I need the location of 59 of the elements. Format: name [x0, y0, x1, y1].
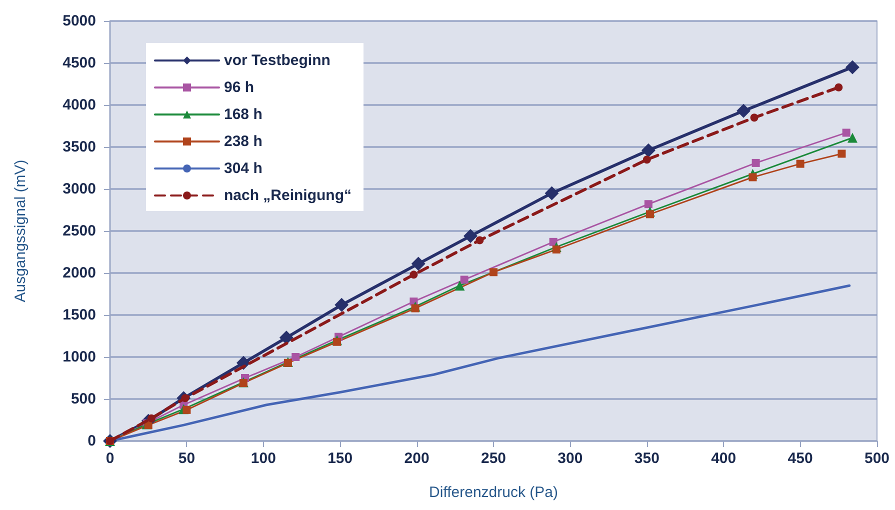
y-axis-title: Ausgangssignal (mV)	[12, 160, 29, 302]
point	[644, 200, 652, 208]
point	[463, 229, 478, 244]
point	[736, 104, 751, 118]
point	[476, 236, 484, 244]
x-tick-label: 500	[864, 450, 890, 467]
point	[333, 338, 342, 346]
point	[748, 173, 757, 182]
x-axis-title: Differenzdruck (Pa)	[429, 484, 558, 501]
y-tick-label: 0	[88, 432, 96, 450]
point	[552, 245, 560, 254]
y-tick-label: 4500	[62, 54, 96, 72]
point	[411, 256, 426, 271]
y-tick-label: 4000	[62, 96, 96, 114]
x-tick-label: 0	[106, 450, 114, 467]
point	[490, 268, 498, 276]
y-tick-label: 3500	[62, 138, 96, 156]
point	[182, 406, 191, 414]
point	[292, 353, 300, 361]
point	[796, 160, 804, 168]
point	[750, 114, 758, 122]
legend-label: 238 h	[224, 133, 262, 150]
point	[641, 143, 656, 158]
x-tick-label: 50	[178, 450, 196, 467]
point	[454, 280, 465, 291]
x-tick-label: 350	[634, 450, 660, 467]
legend-label: 96 h	[224, 79, 254, 96]
point	[838, 150, 846, 158]
y-tick-label: 5000	[62, 12, 96, 30]
point	[410, 270, 418, 279]
x-tick-label: 250	[480, 450, 506, 467]
point	[847, 132, 858, 143]
point	[544, 186, 559, 200]
point	[845, 60, 860, 74]
legend-label: vor Testbeginn	[224, 52, 330, 69]
point	[752, 158, 760, 167]
legend-label: nach „Reinigung“	[224, 187, 352, 204]
x-tick-label: 450	[788, 450, 813, 467]
point	[411, 304, 420, 312]
x-tick-label: 100	[250, 450, 276, 467]
legend-label: 168 h	[224, 106, 262, 123]
y-tick-label: 1000	[62, 348, 96, 366]
y-tick-label: 500	[70, 390, 96, 408]
y-tick-label: 3000	[62, 180, 96, 198]
point	[842, 128, 850, 137]
point	[460, 276, 468, 284]
x-tick-label: 200	[404, 450, 430, 467]
point	[279, 330, 294, 345]
point	[834, 83, 843, 92]
x-tick-label: 150	[328, 450, 353, 467]
point	[642, 156, 651, 164]
legend-label: 304 h	[224, 160, 262, 177]
y-tick-label: 1500	[62, 306, 96, 324]
y-tick-label: 2500	[62, 222, 96, 240]
y-tick-label: 2000	[62, 264, 96, 282]
x-tick-label: 400	[711, 450, 736, 467]
point	[646, 210, 654, 218]
point	[334, 298, 349, 312]
x-tick-label: 300	[558, 450, 583, 467]
